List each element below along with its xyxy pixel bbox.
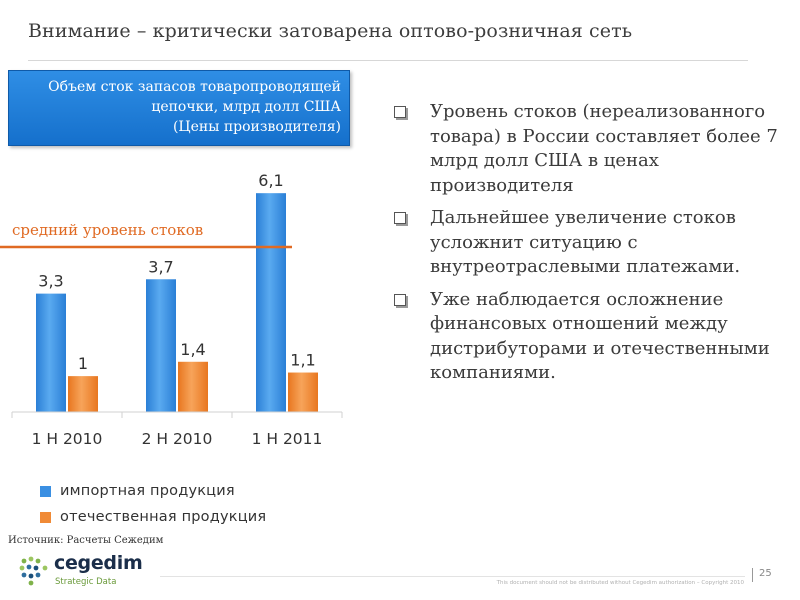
- category-label: 1 H 2010: [32, 430, 103, 448]
- bar-domestic-2: [178, 361, 208, 412]
- data-label: 1,1: [290, 351, 315, 370]
- data-label: 3,7: [148, 257, 173, 276]
- chart-title-line-2: цепочки, млрд долл США: [151, 99, 341, 115]
- bar-domestic-1: [68, 376, 98, 412]
- bullet-text: Дальнейшее увеличение стоков усложнит си…: [430, 207, 741, 277]
- slide-title: Внимание – критически затоварена оптово-…: [28, 20, 633, 42]
- legend-label-import: импортная продукция: [60, 483, 235, 499]
- bullet-text: Уже наблюдается осложнение финансовых от…: [430, 288, 770, 384]
- logo-wordmark: cegedim: [54, 552, 143, 574]
- average-level-label: средний уровень стоков: [12, 221, 204, 239]
- legend-swatch-domestic: [40, 511, 51, 523]
- data-label: 6,1: [258, 171, 283, 190]
- category-label: 2 H 2010: [142, 430, 213, 448]
- bullet-item: Уровень стоков (нереализованного товара)…: [392, 100, 794, 198]
- page-number-separator: [752, 568, 753, 582]
- copyright-disclaimer: This document should not be distributed …: [496, 580, 744, 586]
- cegedim-logo: cegedim Strategic Data: [18, 552, 168, 592]
- legend-swatch-import: [40, 485, 51, 497]
- chart-title-line-1: Объем сток запасов товаропроводящей: [48, 79, 341, 95]
- legend-label-domestic: отечественная продукция: [60, 509, 267, 525]
- checkbox-bullet-icon: [394, 293, 406, 306]
- bullet-text: Уровень стоков (нереализованного товара)…: [430, 101, 778, 196]
- legend-entry-domestic: отечественная продукция: [40, 504, 266, 530]
- bullet-item: Уже наблюдается осложнение финансовых от…: [392, 288, 794, 386]
- legend-entry-import: импортная продукция: [40, 478, 266, 504]
- data-label: 1: [78, 354, 88, 373]
- chart-title-box: Объем сток запасов товаропроводящей цепо…: [8, 70, 350, 146]
- chart-legend: импортная продукция отечественная продук…: [40, 478, 266, 530]
- bar-domestic-3: [288, 372, 318, 412]
- checkbox-bullet-icon: [394, 212, 406, 224]
- bullet-list: Уровень стоков (нереализованного товара)…: [392, 100, 794, 394]
- cegedim-logo-icon: [19, 556, 48, 586]
- bar-import-3: [256, 193, 286, 412]
- title-divider: [28, 60, 748, 61]
- bar-import-1: [36, 293, 66, 412]
- footer-divider: [160, 576, 745, 577]
- data-label: 1,4: [180, 340, 205, 359]
- data-label: 3,3: [38, 272, 63, 291]
- bullet-item: Дальнейшее увеличение стоков усложнит си…: [392, 206, 794, 280]
- chart-title-line-3: (Цены производителя): [172, 119, 341, 135]
- checkbox-bullet-icon: [394, 106, 406, 118]
- category-label: 1 H 2011: [252, 430, 323, 448]
- bar-import-2: [146, 279, 176, 412]
- page-number: 25: [759, 568, 772, 579]
- logo-tagline: Strategic Data: [55, 577, 117, 587]
- bar-chart: 3,3 1 3,7 1,4 6,1 1,1 1 H 2010 2 H 2010 1 H 201…: [0, 171, 343, 448]
- source-note: Источник: Расчеты Сежедим: [8, 535, 164, 546]
